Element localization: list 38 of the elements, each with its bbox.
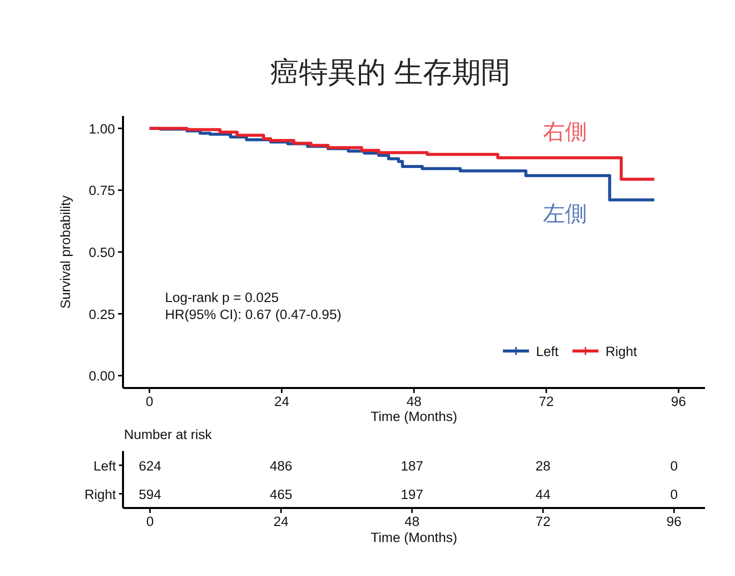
x-axis-title: Time (Months) (370, 530, 458, 545)
data-label: 594 (138, 486, 162, 502)
annotation: 右側 (543, 119, 587, 144)
x-tick-label: 72 (538, 394, 554, 409)
x-tick-label: 48 (404, 514, 420, 529)
data-label: 187 (400, 458, 424, 474)
data-label: 0 (670, 486, 678, 502)
x-tick-label: 0 (146, 394, 154, 409)
legend-label: Left (536, 344, 559, 359)
data-label: 486 (270, 458, 292, 474)
x-axis-title: Time (Months) (370, 409, 458, 424)
data-label: 465 (270, 486, 292, 502)
annotation: Log-rank p = 0.025 (165, 290, 279, 305)
x-tick-label: 72 (535, 514, 551, 529)
chart-title: 癌特異的 生存期間 (270, 57, 510, 89)
legend-label: Right (605, 344, 638, 359)
data-label: 197 (400, 486, 424, 502)
y-tick-label: Right (84, 486, 116, 502)
data-label: 44 (535, 486, 551, 502)
x-tick-label: 24 (274, 394, 290, 409)
x-tick-label: 0 (146, 514, 154, 529)
x-tick-label: 96 (671, 394, 686, 409)
y-axis-title: Survival probability (58, 195, 73, 309)
chart-title: Number at risk (124, 427, 212, 442)
y-tick-label: 0.25 (88, 306, 115, 322)
x-tick-label: 48 (406, 394, 422, 409)
y-tick-label: 0.50 (88, 245, 115, 260)
data-label: 0 (670, 458, 678, 474)
data-label: 28 (535, 458, 551, 474)
x-tick-label: 96 (666, 514, 682, 529)
y-tick-label: 0.75 (88, 183, 115, 198)
y-tick-label: 0.00 (88, 368, 115, 384)
y-tick-label: Left (93, 458, 116, 474)
annotation: 左側 (543, 201, 587, 226)
data-label: 624 (138, 458, 162, 474)
y-tick-label: 1.00 (88, 121, 115, 136)
x-tick-label: 24 (273, 514, 289, 529)
annotation: HR(95% CI): 0.67 (0.47-0.95) (165, 307, 342, 322)
